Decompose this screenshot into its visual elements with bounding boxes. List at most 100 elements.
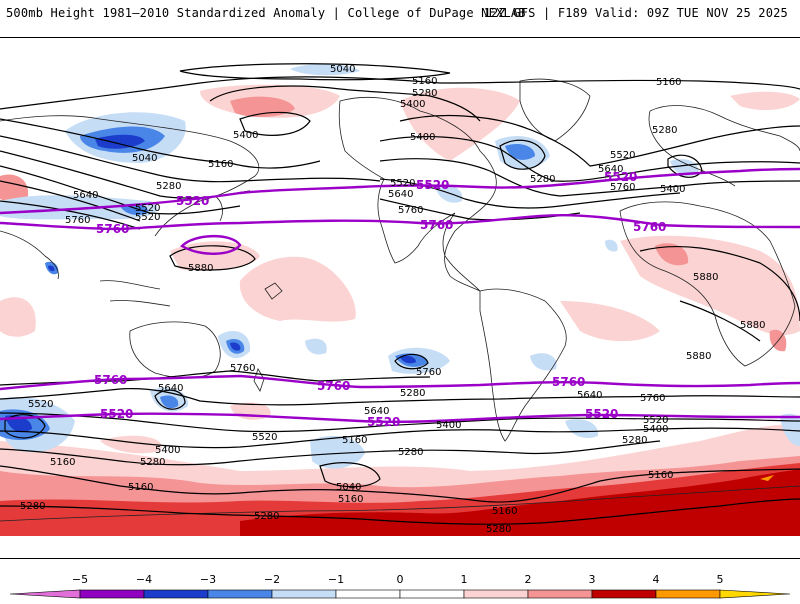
east-pacific-cold-core (400, 355, 416, 364)
contour-5160-asia (0, 118, 321, 169)
colorbar-segment-neg2 (207, 589, 273, 599)
contour-label: 5760 (230, 363, 255, 374)
key-contour-label: 5520 (416, 178, 449, 192)
antarctic-orange (760, 475, 774, 481)
canada-warm (400, 87, 520, 161)
colorbar-segment-pos1 (463, 589, 529, 599)
contour-5280-asia (0, 135, 381, 183)
contour-labels: 5040 5160 5160 5280 5400 5400 5040 5160 … (20, 64, 765, 535)
key-contour-label: 5760 (633, 220, 666, 234)
run-valid-time: 12Z GFS | F189 Valid: 09Z TUE NOV 25 202… (483, 6, 788, 20)
contour-label: 5520 (135, 203, 160, 214)
key-contour-label: 5520 (604, 170, 637, 184)
contour-label: 5520 (390, 178, 415, 189)
contour-label: 5640 (577, 390, 602, 401)
contour-label: 5400 (400, 99, 425, 110)
europe-warm (730, 91, 800, 111)
scandinavia-cold (670, 159, 699, 176)
purple-5520-south (0, 412, 800, 424)
anomaly-map: 5040 5160 5160 5280 5400 5400 5040 5160 … (0, 37, 800, 559)
height-contours (0, 63, 800, 525)
west-asia-warm (0, 174, 29, 203)
south-warm-band-dark (240, 469, 800, 536)
south-australia-cold-mid (160, 395, 179, 409)
colorbar-tick: 4 (653, 573, 660, 586)
south-america-coast (479, 288, 567, 442)
contour-label: 5400 (436, 420, 461, 431)
contour-label: 5040 (132, 153, 157, 164)
south-america-cold (530, 353, 557, 371)
contour-5520-na (379, 158, 800, 197)
contour-label: 5640 (158, 383, 183, 394)
colorbar-segment-pos2 (527, 589, 593, 599)
contour-label: 5280 (156, 181, 181, 192)
key-contour-label: 5520 (367, 415, 400, 429)
contour-label: 5160 (648, 470, 673, 481)
contour-5400-sh (0, 427, 800, 449)
contour-label: 5400 (410, 132, 435, 143)
contour-label: 5520 (610, 150, 635, 161)
contour-5040-south (319, 462, 381, 488)
colorbar-tick: −2 (264, 573, 280, 586)
contour-label: 5760 (610, 182, 635, 193)
contour-label: 5280 (622, 435, 647, 446)
map-canvas: 5040 5160 5160 5280 5400 5400 5040 5160 … (0, 63, 800, 536)
contour-5040-north (179, 63, 451, 81)
contour-label: 5040 (330, 64, 355, 75)
key-contour-labels: 5520 5520 5520 5760 5760 5760 5760 5760 … (94, 170, 666, 429)
bay-of-bengal-core (48, 265, 55, 272)
colorbar-segment-neg1 (271, 589, 337, 599)
north-africa-warm (655, 243, 689, 266)
contour-label: 5760 (640, 393, 665, 404)
contour-pacific-low (394, 353, 429, 370)
contour-label: 5280 (652, 125, 677, 136)
contour-scand-low (667, 154, 703, 178)
contour-label: 5400 (233, 130, 258, 141)
africa-coast (619, 201, 796, 367)
contour-5280-arctic (209, 85, 481, 122)
contour-label: 5160 (208, 159, 233, 170)
south-atlantic-warm (560, 301, 660, 342)
anomaly-shading (0, 63, 800, 536)
central-pacific-warm (239, 256, 356, 322)
key-contour-label: 5760 (420, 218, 453, 232)
north-pole-cold (290, 63, 360, 76)
contour-5520-sh (0, 412, 800, 433)
colorbar-tick: 5 (717, 573, 724, 586)
colorbar-tick: 0 (397, 573, 404, 586)
key-contour-label: 5760 (96, 222, 129, 236)
antarctica-coast (0, 485, 800, 522)
contour-label: 5640 (388, 189, 413, 200)
contour-5640-asia (0, 180, 141, 230)
contour-label: 5520 (643, 415, 668, 426)
contour-5160-north (0, 76, 800, 110)
colorbar-segment-pos4 (655, 589, 721, 599)
contour-label: 5160 (342, 435, 367, 446)
contour-5280-sh (0, 440, 661, 466)
contour-5520-asia (0, 165, 241, 215)
contour-label: 5280 (398, 447, 423, 458)
contour-5280-antarctic (0, 498, 800, 525)
contour-label: 5040 (336, 482, 361, 493)
hawaii (264, 282, 283, 300)
australia-coast (129, 321, 221, 379)
south-pacific-cold (310, 435, 365, 469)
key-contour-label: 5520 (585, 407, 618, 421)
siberia-cold-core (95, 134, 145, 149)
central-pacific-cold (305, 338, 327, 355)
colorbar-canvas: −5 −4 −3 −2 −1 0 1 2 3 4 5 (9, 573, 791, 599)
contour-label: 5400 (643, 424, 668, 435)
purple-5760-north (0, 214, 800, 231)
key-contour-label: 5760 (552, 375, 585, 389)
drake-cold (565, 419, 599, 439)
contour-label: 5400 (660, 184, 685, 195)
colorbar-tick: −4 (136, 573, 152, 586)
contour-label: 5160 (656, 77, 681, 88)
contour-label: 5280 (140, 457, 165, 468)
contour-label: 5880 (740, 320, 765, 331)
purple-5760-south (0, 374, 800, 391)
contour-label: 5160 (412, 76, 437, 87)
contour-label: 5760 (398, 205, 423, 216)
colorbar: −5 −4 −3 −2 −1 0 1 2 3 4 5 (0, 560, 800, 600)
map-title: 500mb Height 1981–2010 Standardized Anom… (6, 6, 526, 20)
